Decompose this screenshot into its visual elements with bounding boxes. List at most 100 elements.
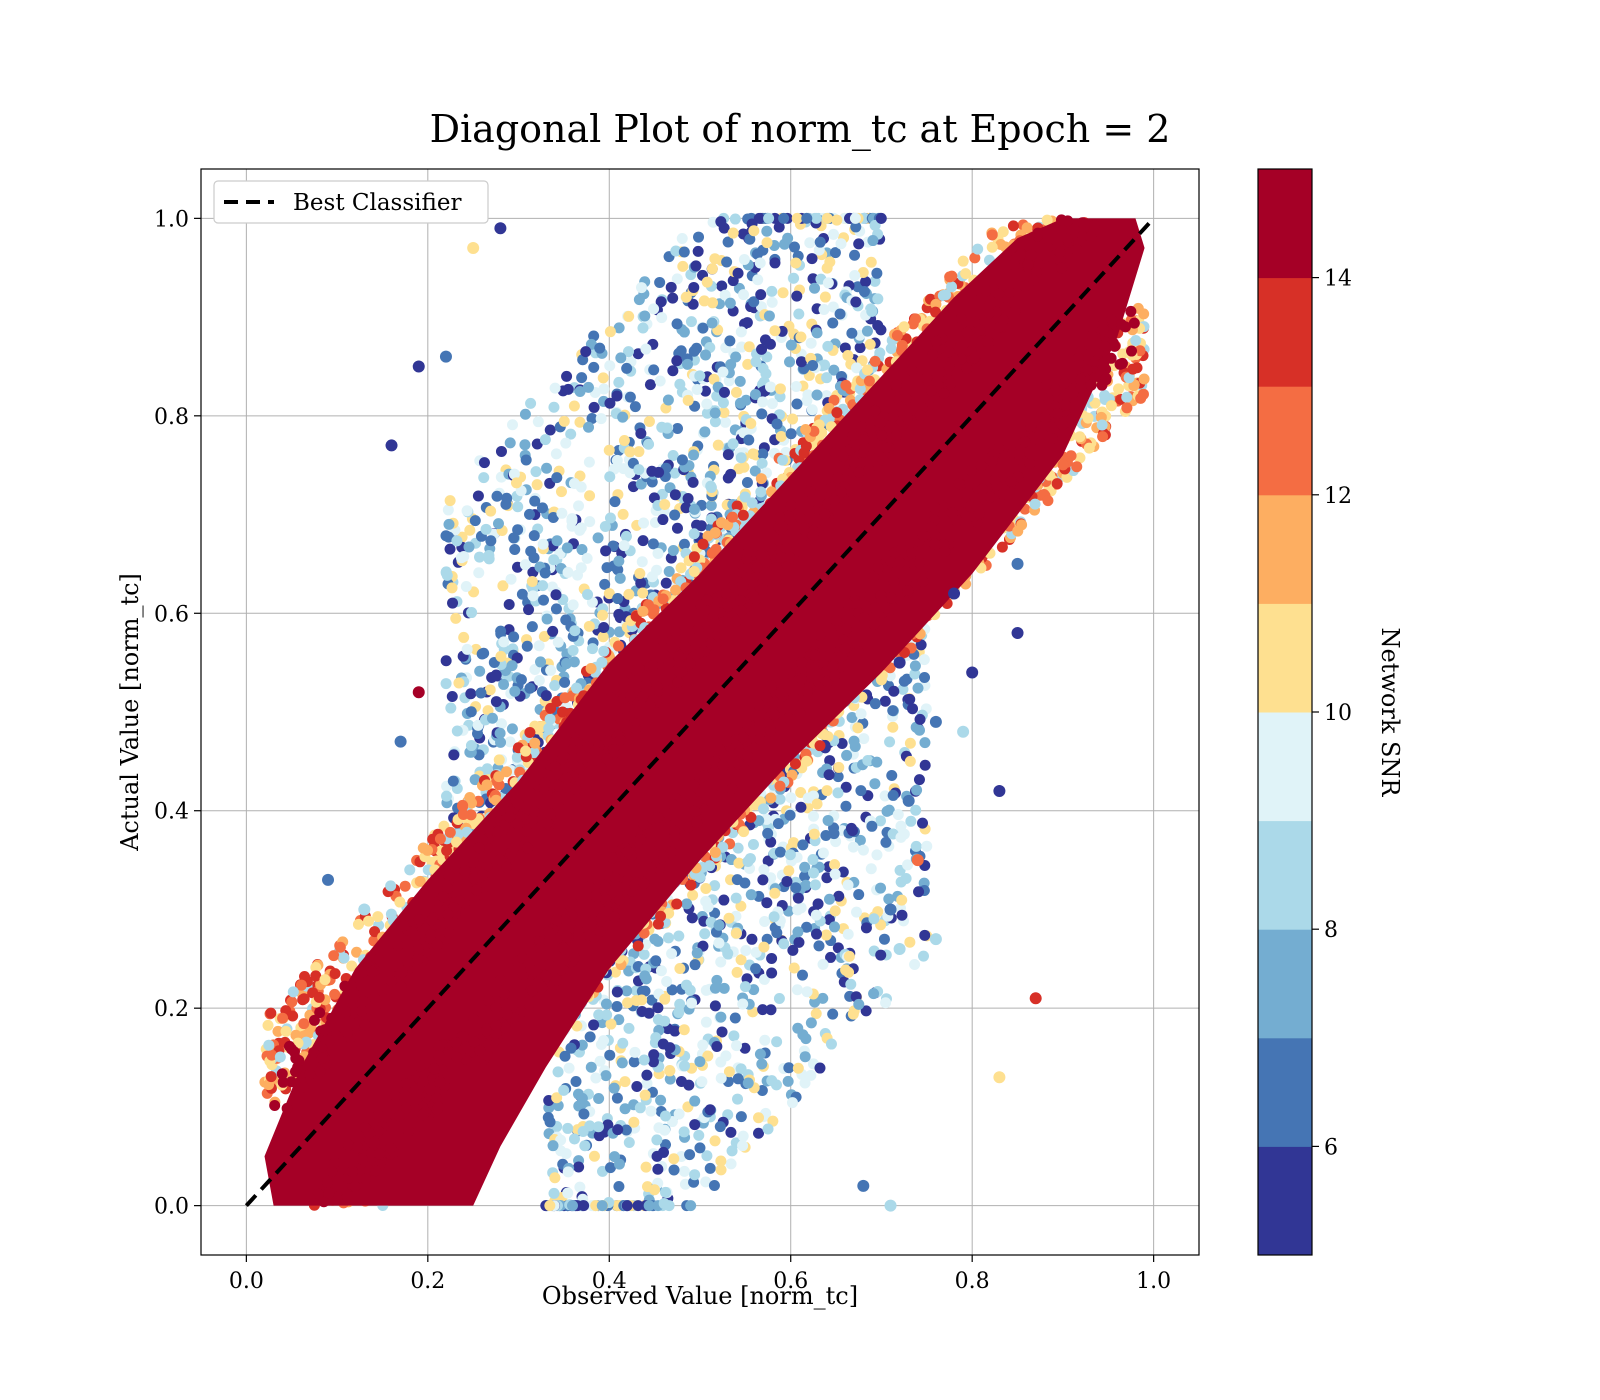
scatter-point bbox=[808, 867, 820, 879]
scatter-point bbox=[265, 1071, 277, 1083]
scatter-point bbox=[485, 505, 497, 517]
scatter-point bbox=[797, 839, 809, 851]
scatter-point bbox=[756, 343, 768, 355]
scatter-point bbox=[494, 727, 506, 739]
scatter-point bbox=[670, 584, 682, 596]
scatter-point bbox=[445, 702, 457, 714]
scatter-point bbox=[824, 755, 836, 767]
scatter-point bbox=[778, 212, 790, 224]
scatter-point bbox=[742, 750, 754, 762]
scatter-point bbox=[541, 817, 553, 829]
scatter-point bbox=[701, 276, 713, 288]
scatter-point bbox=[666, 984, 678, 996]
scatter-point bbox=[588, 1150, 600, 1162]
scatter-point bbox=[597, 372, 609, 384]
scatter-point bbox=[680, 291, 692, 303]
scatter-point bbox=[896, 894, 908, 906]
scatter-point bbox=[868, 913, 880, 925]
scatter-point bbox=[761, 225, 773, 237]
scatter-point bbox=[804, 237, 816, 249]
scatter-point bbox=[801, 755, 813, 767]
scatter-point bbox=[667, 365, 679, 377]
scatter-point bbox=[692, 624, 704, 636]
scatter-point bbox=[655, 296, 667, 308]
scatter-point bbox=[795, 356, 807, 368]
scatter-point bbox=[757, 1004, 769, 1016]
scatter-point bbox=[755, 473, 767, 485]
scatter-point bbox=[1041, 214, 1053, 226]
scatter-point bbox=[737, 998, 749, 1010]
scatter-point bbox=[537, 538, 549, 550]
scatter-point bbox=[821, 372, 833, 384]
scatter-point bbox=[443, 531, 455, 543]
scatter-point bbox=[744, 233, 756, 245]
scatter-point bbox=[417, 842, 429, 854]
scatter-point bbox=[596, 656, 608, 668]
scatter-point bbox=[592, 532, 604, 544]
scatter-point bbox=[640, 343, 652, 355]
scatter-point bbox=[329, 1157, 341, 1169]
scatter-point bbox=[715, 1072, 727, 1084]
scatter-point bbox=[641, 1069, 653, 1081]
scatter-point bbox=[766, 398, 778, 410]
scatter-point bbox=[753, 1112, 765, 1124]
scatter-point bbox=[745, 811, 757, 823]
scatter-point bbox=[1061, 471, 1073, 483]
scatter-point bbox=[519, 439, 531, 451]
scatter-point bbox=[586, 413, 598, 425]
scatter-point bbox=[598, 383, 610, 395]
scatter-point bbox=[918, 950, 930, 962]
scatter-point bbox=[364, 1148, 376, 1160]
scatter-point bbox=[834, 308, 846, 320]
scatter-point bbox=[836, 737, 848, 749]
scatter-point bbox=[455, 552, 467, 564]
scatter-point bbox=[496, 718, 508, 730]
scatter-point bbox=[525, 397, 537, 409]
scatter-point bbox=[483, 550, 495, 562]
scatter-point bbox=[850, 296, 862, 308]
scatter-point bbox=[583, 421, 595, 433]
scatter-point bbox=[766, 1075, 778, 1087]
scatter-point bbox=[334, 941, 346, 953]
scatter-point bbox=[652, 1163, 664, 1175]
scatter-point bbox=[741, 476, 753, 488]
scatter-point bbox=[861, 325, 873, 337]
scatter-point bbox=[639, 985, 651, 997]
scatter-point bbox=[431, 1092, 443, 1104]
scatter-point bbox=[773, 993, 785, 1005]
scatter-point bbox=[731, 874, 743, 886]
scatter-point bbox=[891, 329, 903, 341]
scatter-point bbox=[530, 466, 542, 478]
scatter-point bbox=[612, 564, 624, 576]
scatter-point bbox=[505, 573, 517, 585]
scatter-point bbox=[860, 276, 872, 288]
scatter-point bbox=[778, 938, 790, 950]
scatter-point bbox=[629, 401, 641, 413]
scatter-point bbox=[582, 589, 594, 601]
scatter-point bbox=[921, 840, 933, 852]
scatter-point bbox=[806, 404, 818, 416]
scatter-point bbox=[671, 898, 683, 910]
scatter-point bbox=[718, 386, 730, 398]
scatter-point bbox=[463, 541, 475, 553]
scatter-point bbox=[1041, 379, 1053, 391]
scatter-point bbox=[724, 335, 736, 347]
scatter-point bbox=[704, 1162, 716, 1174]
scatter-point bbox=[825, 951, 837, 963]
scatter-point bbox=[795, 512, 807, 524]
scatter-point bbox=[735, 452, 747, 464]
scatter-point bbox=[565, 1042, 577, 1054]
scatter-point bbox=[825, 1038, 837, 1050]
scatter-point bbox=[807, 854, 819, 866]
scatter-point bbox=[808, 810, 820, 822]
scatter-point bbox=[957, 255, 969, 267]
scatter-point bbox=[633, 446, 645, 458]
scatter-point bbox=[582, 381, 594, 393]
scatter-point bbox=[636, 556, 648, 568]
scatter-point bbox=[764, 338, 776, 350]
scatter-point bbox=[876, 595, 888, 607]
scatter-point bbox=[765, 792, 777, 804]
scatter-point bbox=[853, 238, 865, 250]
scatter-point bbox=[575, 481, 587, 493]
scatter-point bbox=[547, 511, 559, 523]
